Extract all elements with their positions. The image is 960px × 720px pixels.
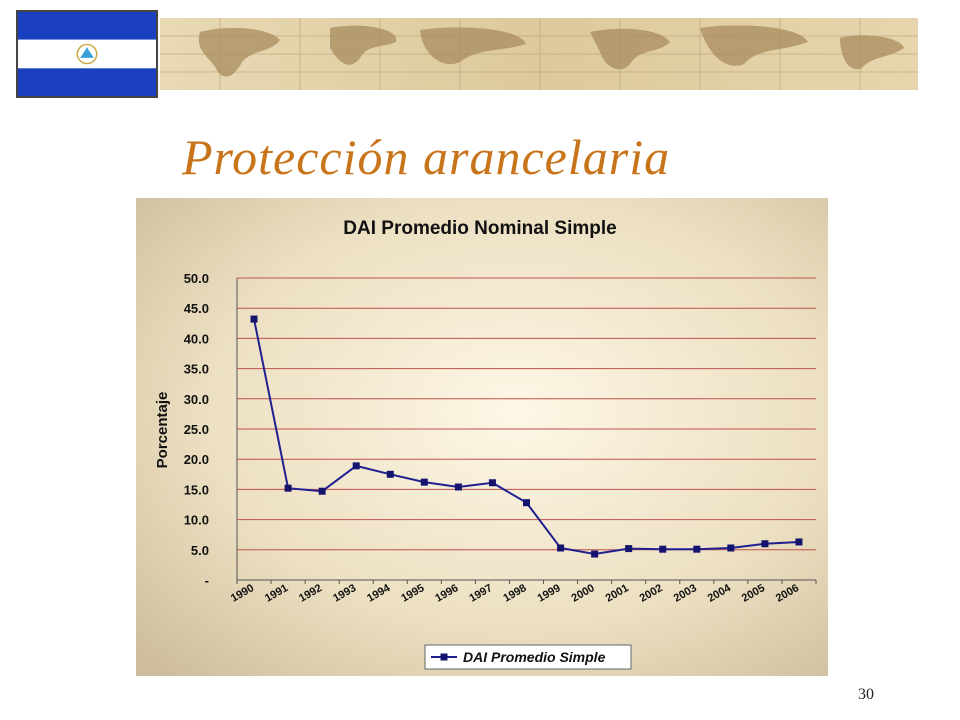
chart-background [136, 198, 828, 676]
data-point [318, 487, 326, 495]
legend-marker [440, 653, 448, 661]
slide-title: Protección arancelaria [182, 129, 671, 185]
data-point [727, 544, 735, 552]
data-point [693, 545, 701, 553]
data-point [488, 479, 496, 487]
y-tick-label: 40.0 [184, 331, 209, 346]
nicaragua-flag-icon [16, 10, 158, 98]
data-point [591, 550, 599, 558]
data-point [523, 499, 530, 507]
y-axis-label: Porcentaje [154, 392, 171, 469]
y-tick-label: 10.0 [184, 513, 209, 528]
legend-box [424, 644, 632, 670]
y-tick-label: 20.0 [184, 452, 209, 467]
data-point [795, 538, 803, 546]
y-tick-label: 5.0 [191, 543, 209, 558]
data-point [454, 483, 462, 491]
data-point [352, 462, 360, 470]
y-tick-label: 45.0 [184, 301, 209, 316]
y-tick-label: 50.0 [184, 271, 209, 286]
data-point [557, 544, 565, 552]
y-tick-label: 15.0 [184, 482, 209, 497]
chart-title: DAI Promedio Nominal Simple [343, 218, 616, 239]
data-point [250, 315, 258, 323]
y-tick-label: 25.0 [184, 422, 209, 437]
data-point [625, 545, 633, 553]
page-number: 30 [858, 686, 874, 703]
data-point [761, 540, 769, 548]
y-tick-label: 30.0 [184, 392, 209, 407]
data-point [284, 484, 292, 492]
line-chart: DAI Promedio Nominal Simple Porcentaje -… [136, 198, 828, 676]
world-map-banner [160, 18, 918, 90]
y-tick-label: 35.0 [184, 362, 209, 377]
legend-label: DAI Promedio Simple [463, 649, 606, 665]
data-point [659, 545, 667, 553]
data-point [420, 478, 428, 486]
y-tick-label: - [205, 573, 209, 588]
data-point [386, 470, 394, 478]
